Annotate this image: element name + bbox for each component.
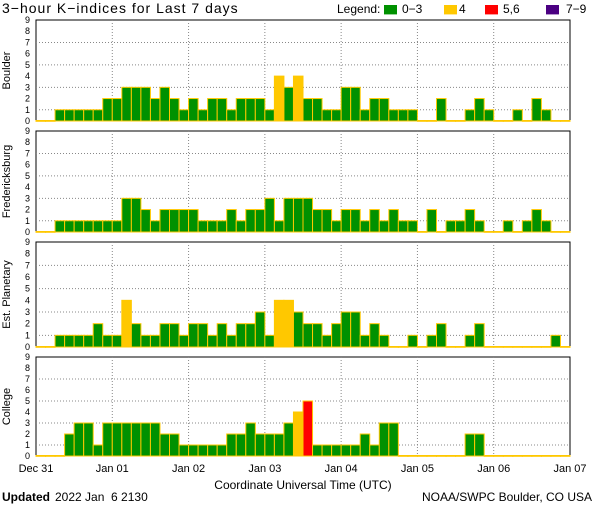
- svg-text:8: 8: [25, 363, 30, 373]
- svg-text:2: 2: [25, 205, 30, 215]
- svg-text:9: 9: [25, 352, 30, 362]
- svg-text:0: 0: [25, 227, 30, 237]
- svg-text:4: 4: [459, 2, 466, 16]
- svg-text:Jan 06: Jan 06: [477, 463, 510, 475]
- svg-text:4: 4: [25, 295, 30, 305]
- svg-text:College: College: [1, 388, 13, 425]
- svg-text:3: 3: [25, 307, 30, 317]
- svg-text:Boulder: Boulder: [1, 51, 13, 89]
- svg-text:6: 6: [25, 160, 30, 170]
- svg-text:8: 8: [25, 249, 30, 259]
- svg-text:0−3: 0−3: [402, 2, 423, 16]
- svg-text:8: 8: [25, 137, 30, 147]
- svg-text:2: 2: [25, 429, 30, 439]
- svg-text:0: 0: [25, 116, 30, 126]
- svg-text:2: 2: [25, 319, 30, 329]
- svg-text:2: 2: [25, 94, 30, 104]
- svg-text:4: 4: [25, 71, 30, 81]
- svg-text:8: 8: [25, 26, 30, 36]
- svg-text:5: 5: [25, 171, 30, 181]
- svg-text:Fredericksburg: Fredericksburg: [1, 145, 13, 218]
- svg-text:7−9: 7−9: [566, 2, 587, 16]
- svg-text:5: 5: [25, 60, 30, 70]
- svg-text:Jan 05: Jan 05: [401, 463, 434, 475]
- svg-text:3: 3: [25, 418, 30, 428]
- svg-text:0: 0: [25, 451, 30, 461]
- svg-text:7: 7: [25, 148, 30, 158]
- svg-text:5: 5: [25, 284, 30, 294]
- svg-text:0: 0: [25, 342, 30, 352]
- svg-text:7: 7: [25, 260, 30, 270]
- svg-text:9: 9: [25, 237, 30, 247]
- svg-text:6: 6: [25, 385, 30, 395]
- svg-text:9: 9: [25, 15, 30, 25]
- svg-text:NOAA/SWPC Boulder, CO USA: NOAA/SWPC Boulder, CO USA: [422, 490, 592, 504]
- svg-text:7: 7: [25, 37, 30, 47]
- svg-text:9: 9: [25, 126, 30, 136]
- svg-text:3: 3: [25, 82, 30, 92]
- svg-text:Jan 07: Jan 07: [553, 463, 586, 475]
- svg-text:1: 1: [25, 216, 30, 226]
- svg-text:3: 3: [25, 193, 30, 203]
- svg-text:1: 1: [25, 330, 30, 340]
- svg-text:Dec 31: Dec 31: [19, 463, 54, 475]
- svg-text:4: 4: [25, 407, 30, 417]
- svg-text:1: 1: [25, 105, 30, 115]
- svg-text:5,6: 5,6: [503, 2, 520, 16]
- svg-text:7: 7: [25, 374, 30, 384]
- svg-text:4: 4: [25, 182, 30, 192]
- svg-text:1: 1: [25, 440, 30, 450]
- svg-text:Est. Planetary: Est. Planetary: [1, 260, 13, 329]
- svg-text:Updated: Updated: [2, 490, 50, 504]
- svg-text:Jan 02: Jan 02: [172, 463, 205, 475]
- svg-text:Jan 04: Jan 04: [325, 463, 358, 475]
- svg-text:3−hour K−indices for Last 7 da: 3−hour K−indices for Last 7 days: [2, 0, 239, 16]
- svg-text:Legend:: Legend:: [337, 2, 380, 16]
- svg-text:Jan 01: Jan 01: [96, 463, 129, 475]
- svg-text:6: 6: [25, 272, 30, 282]
- svg-text:Jan 03: Jan 03: [248, 463, 281, 475]
- svg-text:5: 5: [25, 396, 30, 406]
- svg-text:2022 Jan 6 2130: 2022 Jan 6 2130: [55, 490, 148, 504]
- svg-text:Coordinate Universal Time (UTC: Coordinate Universal Time (UTC): [214, 478, 391, 492]
- svg-text:6: 6: [25, 49, 30, 59]
